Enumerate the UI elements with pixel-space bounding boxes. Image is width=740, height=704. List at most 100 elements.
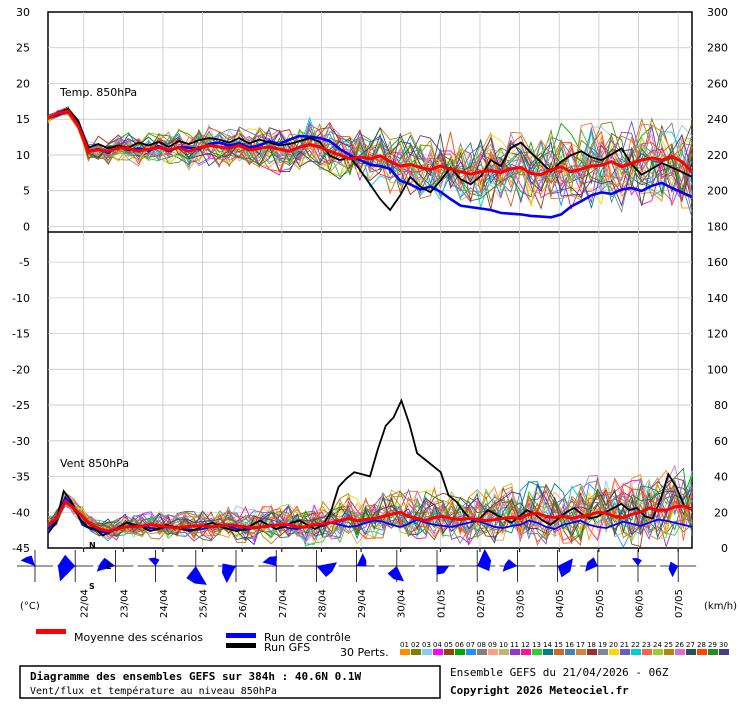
pert-color-chip [686,649,696,655]
pert-number-label: 15 [554,641,563,649]
pert-color-chip [433,649,443,655]
pert-number-label: 14 [543,641,552,649]
pert-number-label: 20 [609,641,618,649]
date-tick-label: 01/05 [436,589,447,618]
right-tick-label: 180 [707,220,728,233]
legend-perts-label: 30 Perts. [340,646,389,659]
date-tick-label: 26/04 [238,589,249,618]
wind-rose-shape [356,553,367,567]
wind-perturbation-line [47,485,693,543]
wind-perturbation-line [47,464,693,544]
pert-number-label: 03 [422,641,431,649]
wind-rose-shape [585,557,598,572]
pert-number-label: 21 [620,641,629,649]
right-tick-label: 220 [707,149,728,162]
pert-number-label: 04 [433,641,442,649]
right-tick-label: 300 [707,6,728,19]
pert-number-label: 17 [576,641,585,649]
pert-color-chip [565,649,575,655]
temp-gfs-line [47,107,693,212]
pert-number-label: 01 [400,641,409,649]
wind-rose-shape [57,554,76,582]
date-tick-label: 02/05 [476,589,487,618]
date-tick-label: 04/05 [555,589,566,618]
pert-number-label: 13 [532,641,541,649]
compass-east-label: E [106,562,111,571]
temp-perturbation-line [47,111,693,209]
pert-color-chip [477,649,487,655]
left-tick-label: -40 [12,506,30,519]
wind-rose-shape [436,565,450,575]
pert-number-label: 26 [675,641,684,649]
pert-number-label: 23 [642,641,651,649]
wind-rose-shape [387,566,405,582]
pert-number-label: 22 [631,641,640,649]
wind-mean-line [47,499,693,533]
temp-mean-line [47,109,694,177]
left-tick-label: 20 [16,77,30,90]
pert-color-chip [664,649,674,655]
pert-color-chip [499,649,509,655]
pert-color-chip [422,649,432,655]
wind-rose-shape [477,548,492,572]
left-tick-label: 0 [23,220,30,233]
pert-number-label: 09 [488,641,497,649]
pert-color-chip [576,649,586,655]
pert-number-label: 29 [708,641,717,649]
wind-unit-label: (km/h) [704,601,737,612]
pert-color-chip [719,649,729,655]
left-tick-label: -45 [12,542,30,555]
right-tick-label: 140 [707,292,728,305]
date-tick-label: 29/04 [357,589,368,618]
temp-unit-label: (°C) [20,601,40,612]
wind-rose-shape [502,559,518,572]
pert-number-label: 18 [587,641,596,649]
wind-rose-shape [186,566,207,585]
date-tick-label: 03/05 [516,589,527,618]
date-tick-label: 22/04 [80,589,91,618]
wind-perturbation-line [47,478,693,545]
pert-number-label: 07 [466,641,475,649]
left-tick-label: -20 [12,363,30,376]
legend-mean-swatch [36,629,66,634]
pert-number-label: 05 [444,641,453,649]
pert-color-chip [631,649,641,655]
right-tick-label: 80 [714,399,728,412]
pert-number-label: 08 [477,641,486,649]
copyright: Copyright 2026 Meteociel.fr [450,684,629,697]
pert-number-label: 16 [565,641,574,649]
pert-number-label: 24 [653,641,662,649]
wind-rose-shape [148,557,160,566]
pert-color-chip [444,649,454,655]
pert-number-label: 28 [697,641,706,649]
date-tick-label: 27/04 [278,589,289,618]
right-tick-label: 240 [707,113,728,126]
pert-color-chip [598,649,608,655]
pert-color-chip [675,649,685,655]
temp-panel-label: Temp. 850hPa [59,86,137,99]
wind-rose-shape [557,558,573,578]
wind-panel-label: Vent 850hPa [60,457,129,470]
date-tick-label: 28/04 [317,589,328,618]
wind-rose-shape [222,563,236,584]
pert-number-label: 02 [411,641,420,649]
right-tick-label: 120 [707,328,728,341]
pert-color-chip [466,649,476,655]
pert-color-chip [587,649,597,655]
pert-number-label: 11 [510,641,519,649]
left-tick-label: -10 [12,292,30,305]
wind-rose-shape [20,555,35,566]
temp-perturbation-line [47,110,693,197]
pert-color-chip [521,649,531,655]
temp-perturbation-line [47,110,693,214]
pert-color-chip [510,649,520,655]
pert-color-chip [653,649,663,655]
left-tick-label: -30 [12,435,30,448]
pert-number-label: 06 [455,641,464,649]
date-tick-label: 06/05 [634,589,645,618]
right-tick-label: 100 [707,363,728,376]
left-tick-label: -25 [12,399,30,412]
footer-box [19,665,441,699]
footer-title: Diagramme des ensembles GEFS sur 384h : … [30,670,362,683]
pert-color-chip [620,649,630,655]
